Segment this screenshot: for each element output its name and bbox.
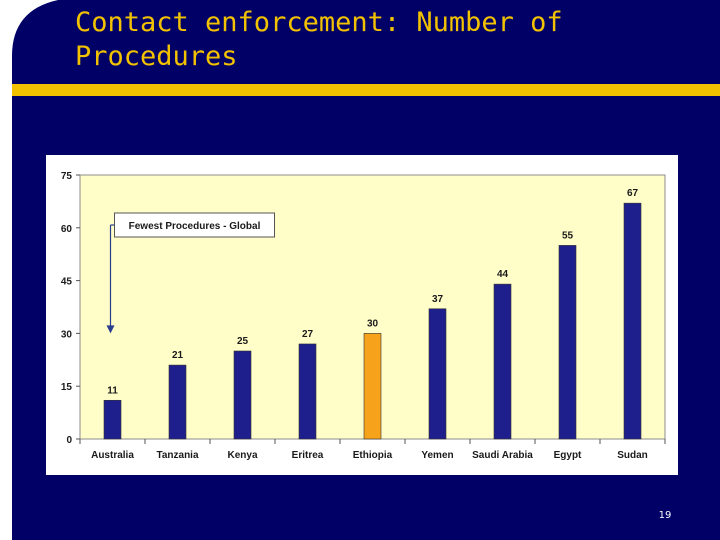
bar-chart: 0 15 30 45 60 75 11 Australia 21 Tanzania 25 Kenya 2… [61,171,666,461]
chart-container: 0 15 30 45 60 75 11 Australia 21 Tanzania 25 Kenya 2… [46,155,678,475]
data-label: 27 [302,329,314,340]
category-label: Sudan [617,450,648,461]
category-label: Yemen [421,450,453,461]
category-label: Australia [91,450,134,461]
data-label: 67 [627,188,639,199]
y-tick-label: 30 [61,329,73,340]
bar [363,333,382,440]
header-accent-bar [12,84,720,96]
callout-arrowhead [106,325,115,334]
category-label: Kenya [227,450,257,461]
bar [623,202,642,440]
y-tick-label: 60 [61,224,73,235]
bar [298,343,317,440]
y-tick-label: 45 [61,277,73,288]
bar [103,399,122,440]
bar [558,245,577,440]
y-tick-label: 15 [61,382,73,393]
category-label: Ethiopia [353,450,393,461]
bar [493,283,512,440]
y-tick-label: 0 [66,435,72,446]
bar [168,364,187,440]
data-label: 55 [562,230,574,241]
category-label: Tanzania [156,450,198,461]
header-band [12,0,720,84]
data-label: 11 [107,385,118,396]
data-label: 30 [367,318,379,329]
callout-box [114,212,275,238]
slide-title: Contact enforcement: Number of Procedure… [75,7,563,72]
data-label: 44 [497,269,509,280]
bar [233,350,252,440]
page-number: 19 [658,510,672,521]
data-label: 37 [432,294,444,305]
data-label: 25 [237,336,249,347]
bar [428,308,447,440]
category-label: Saudi Arabia [472,450,533,461]
data-label: 21 [172,350,184,361]
callout-text: Fewest Procedures - Global [129,221,261,232]
category-label: Egypt [554,450,582,461]
y-tick-label: 75 [61,171,73,182]
category-label: Eritrea [292,450,324,461]
